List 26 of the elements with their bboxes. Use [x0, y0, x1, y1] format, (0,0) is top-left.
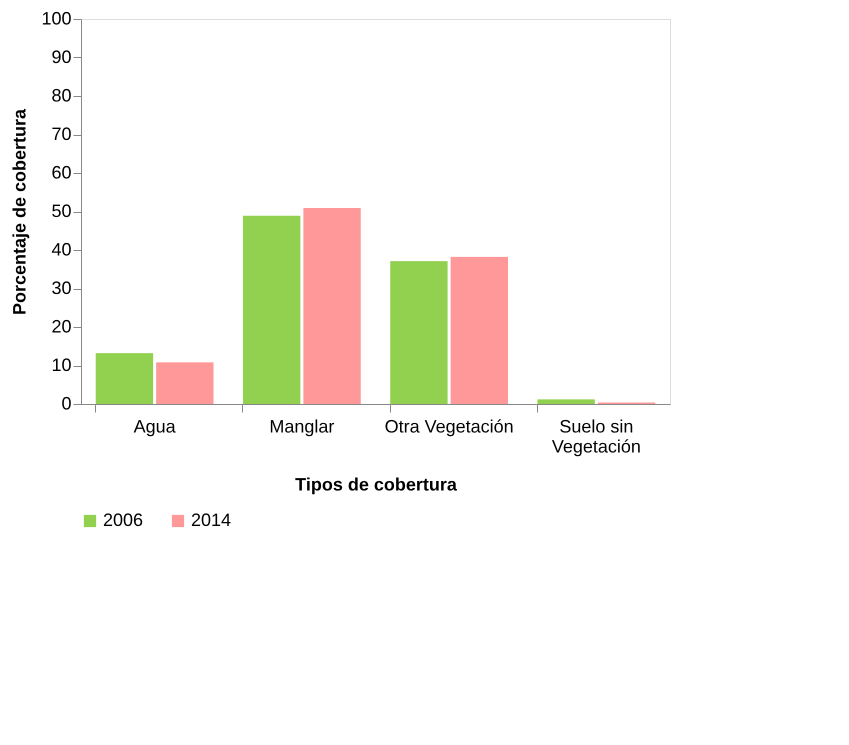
- bar: [537, 399, 595, 404]
- y-tick-label: 80: [51, 86, 72, 106]
- y-tick-label: 70: [51, 124, 72, 144]
- bar: [156, 362, 214, 404]
- x-tick-label: Agua: [134, 416, 177, 436]
- y-tick-label: 50: [51, 201, 72, 221]
- y-tick-label: 30: [51, 278, 72, 298]
- legend-label: 2014: [191, 510, 232, 530]
- x-axis-title: Tipos de cobertura: [295, 474, 458, 494]
- bar: [303, 208, 361, 404]
- legend-label: 2006: [103, 510, 144, 530]
- y-tick-label: 40: [51, 240, 72, 260]
- y-tick-label: 90: [51, 47, 72, 67]
- y-tick-label: 100: [41, 8, 72, 28]
- bar: [450, 256, 508, 404]
- bar: [390, 261, 448, 404]
- x-tick-label: Manglar: [269, 416, 334, 436]
- y-tick-label: 60: [51, 162, 72, 182]
- y-tick-label: 20: [51, 316, 72, 336]
- x-tick-label: Suelo sin Vegetación: [552, 416, 641, 456]
- y-axis-title: Porcentaje de cobertura: [9, 108, 30, 316]
- y-tick-label: 0: [61, 394, 72, 414]
- y-tick-label: 10: [51, 355, 72, 375]
- x-tick-label: Otra Vegetación: [384, 416, 514, 436]
- bar: [242, 216, 300, 404]
- bar: [96, 353, 154, 404]
